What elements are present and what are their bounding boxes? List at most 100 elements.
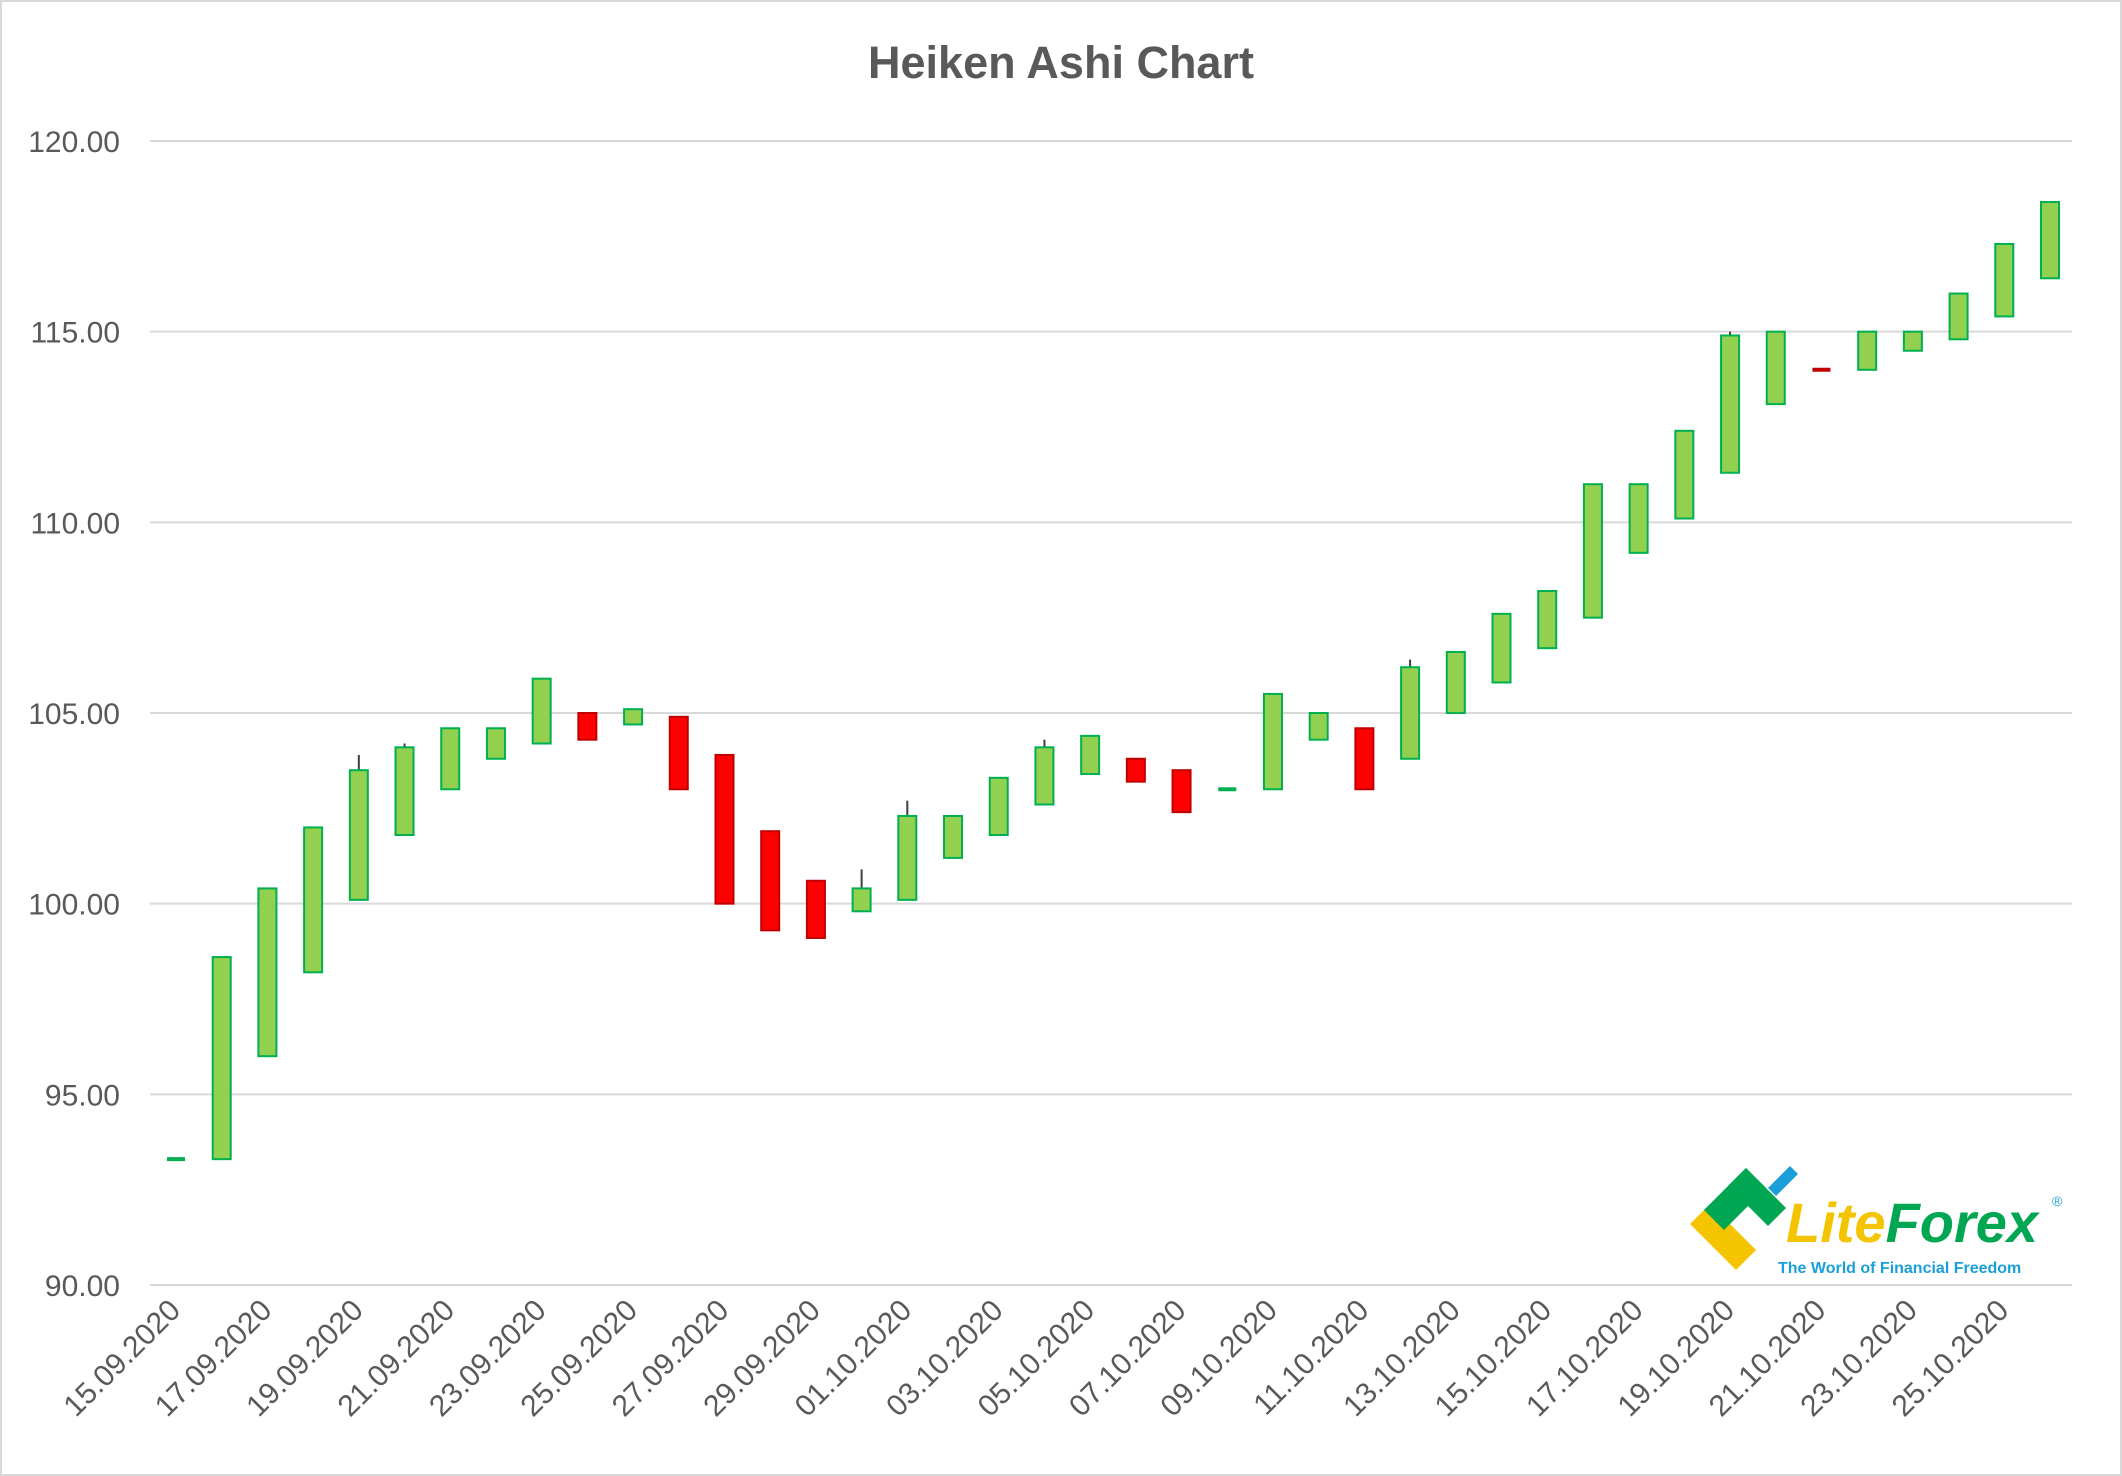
candle-body-up <box>1537 589 1558 650</box>
candle-body-up <box>1308 712 1329 741</box>
y-tick-label: 95.00 <box>45 1079 120 1112</box>
candle <box>394 743 415 837</box>
candle-body-up <box>531 677 552 745</box>
candle-body-up <box>1262 692 1283 791</box>
candle <box>1948 292 1969 341</box>
y-tick-label: 100.00 <box>28 889 120 922</box>
candle <box>577 712 598 741</box>
y-tick-label: 115.00 <box>30 317 120 350</box>
candle <box>257 887 278 1058</box>
liteforex-logo: LiteForex ® The World of Financial Freed… <box>1690 1160 2070 1280</box>
candle-body-up <box>851 887 872 913</box>
candle <box>1902 330 1923 352</box>
candle <box>303 826 324 974</box>
candle-body-up <box>1948 292 1969 341</box>
candle-body-up <box>1628 483 1649 554</box>
logo-name-part2: Forex <box>1886 1191 2041 1254</box>
candle <box>2040 201 2060 280</box>
candle <box>1400 659 1421 760</box>
y-tick-label: 105.00 <box>28 698 120 731</box>
logo-registered-mark: ® <box>2052 1193 2063 1209</box>
candle-body-down <box>714 753 735 905</box>
logo-blue-shape <box>1768 1166 1798 1196</box>
x-axis-ticks: 15.09.202017.09.202019.09.202021.09.2020… <box>57 1294 2015 1424</box>
candle <box>211 956 232 1161</box>
candle <box>440 727 461 791</box>
candle-body-up <box>1765 330 1786 406</box>
candle-body-down <box>1354 727 1375 791</box>
y-tick-label: 90.00 <box>45 1270 120 1303</box>
candle <box>1994 242 2015 318</box>
y-tick-label: 120.00 <box>28 126 120 159</box>
candle-body-up <box>1994 242 2015 318</box>
liteforex-logo-icon: LiteForex ® The World of Financial Freed… <box>1690 1166 2063 1277</box>
logo-tagline: The World of Financial Freedom <box>1778 1260 2021 1277</box>
candle-body-down <box>805 879 826 939</box>
candle-body-up <box>623 708 644 726</box>
candle <box>1171 769 1192 814</box>
candle-body-up <box>1034 746 1055 806</box>
candle <box>1125 757 1146 783</box>
candle-body-up <box>440 727 461 791</box>
candle-body-up <box>348 769 369 901</box>
candle-body-up <box>1720 334 1741 474</box>
candle <box>1857 330 1878 371</box>
candle <box>1354 727 1375 791</box>
logo-wordmark: LiteForex <box>1786 1191 2041 1254</box>
y-tick-label: 110.00 <box>30 507 120 540</box>
candle-body-down <box>668 715 689 791</box>
candle-body-up <box>897 814 918 901</box>
candle-body-up <box>303 826 324 974</box>
candle <box>1262 692 1283 791</box>
candle <box>1445 650 1466 715</box>
candle <box>1080 734 1101 776</box>
candle-body-down <box>577 712 598 741</box>
candle <box>1720 331 1741 474</box>
candles <box>167 201 2060 1162</box>
chart-title: Heiken Ashi Chart <box>868 37 1254 88</box>
candle <box>897 800 918 901</box>
candle-body-up <box>1582 483 1603 619</box>
candle <box>1765 330 1786 406</box>
candle <box>348 754 369 901</box>
candle-body-up <box>1400 666 1421 760</box>
candle <box>1537 589 1558 650</box>
candle-body-up <box>2040 201 2060 280</box>
logo-green-arm-shape <box>1728 1168 1786 1226</box>
candle-body-up <box>1902 330 1923 352</box>
candle <box>1308 712 1329 741</box>
y-axis-ticks: 90.00 95.00 100.00 105.00 110.00 115.00 120.00 <box>28 126 120 1303</box>
candle-body-up <box>394 746 415 837</box>
candle <box>714 753 735 905</box>
candle-body-up <box>1491 612 1512 684</box>
candle <box>1628 483 1649 554</box>
candle <box>1491 612 1512 684</box>
candle-body-up <box>485 727 506 760</box>
candle <box>623 708 644 726</box>
candle <box>988 776 1009 837</box>
candle <box>851 869 872 913</box>
candle-body-up <box>1674 429 1695 520</box>
candle-body-down <box>1171 769 1192 814</box>
candle-body-down <box>760 830 781 932</box>
candle-body-up <box>1445 650 1466 715</box>
candle <box>760 830 781 932</box>
candle-body-up <box>257 887 278 1058</box>
candle <box>805 879 826 939</box>
candle-body-up <box>1857 330 1878 371</box>
candle <box>1034 739 1055 806</box>
candle-body-up <box>1080 734 1101 776</box>
candle-body-up <box>943 814 964 859</box>
candle <box>531 677 552 745</box>
candle <box>668 715 689 791</box>
candle-body-down <box>1125 757 1146 783</box>
candle <box>1674 429 1695 520</box>
candle <box>943 814 964 859</box>
candle-body-up <box>988 776 1009 837</box>
candle <box>1582 483 1603 619</box>
candle-body-up <box>211 956 232 1161</box>
candle <box>485 727 506 760</box>
logo-yellow-shape <box>1690 1204 1756 1270</box>
